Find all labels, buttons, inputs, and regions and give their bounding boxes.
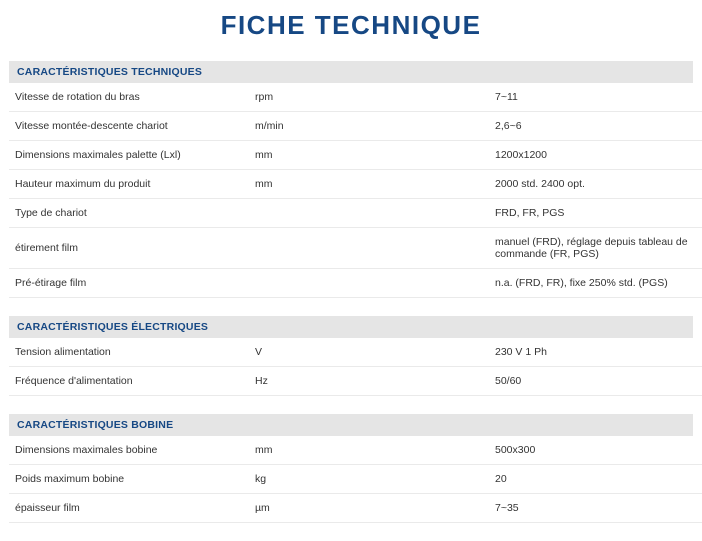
spec-value: manuel (FRD), réglage depuis tableau de … <box>489 228 702 269</box>
spec-label: Dimensions maximales bobine <box>9 436 249 465</box>
spec-value: 2000 std. 2400 opt. <box>489 170 702 199</box>
page-title: FICHE TECHNIQUE <box>0 10 702 41</box>
spec-value: FRD, FR, PGS <box>489 199 702 228</box>
spec-unit: rpm <box>249 83 489 112</box>
table-row: Hauteur maximum du produitmm2000 std. 24… <box>9 170 702 199</box>
sections-container: CARACTÉRISTIQUES TECHNIQUESVitesse de ro… <box>0 61 702 523</box>
table-row: Dimensions maximales palette (Lxl)mm1200… <box>9 141 702 170</box>
section-header: CARACTÉRISTIQUES TECHNIQUES <box>9 61 693 83</box>
section-header: CARACTÉRISTIQUES ÉLECTRIQUES <box>9 316 693 338</box>
table-row: Vitesse montée-descente chariotm/min2,6~… <box>9 112 702 141</box>
spec-unit: V <box>249 338 489 367</box>
table-row: Vitesse de rotation du brasrpm7~11 <box>9 83 702 112</box>
spec-value: n.a. (FRD, FR), fixe 250% std. (PGS) <box>489 269 702 298</box>
spec-table: Dimensions maximales bobinemm500x300Poid… <box>9 436 702 523</box>
spec-section: CARACTÉRISTIQUES ÉLECTRIQUESTension alim… <box>9 316 693 396</box>
spec-unit: mm <box>249 436 489 465</box>
spec-label: Fréquence d'alimentation <box>9 367 249 396</box>
spec-table: Tension alimentationV230 V 1 PhFréquence… <box>9 338 702 396</box>
spec-label: Tension alimentation <box>9 338 249 367</box>
spec-unit: µm <box>249 494 489 523</box>
spec-unit: m/min <box>249 112 489 141</box>
table-row: Type de chariot FRD, FR, PGS <box>9 199 702 228</box>
spec-unit <box>249 199 489 228</box>
spec-unit: Hz <box>249 367 489 396</box>
spec-unit <box>249 228 489 269</box>
spec-value: 7~11 <box>489 83 702 112</box>
table-row: Dimensions maximales bobinemm500x300 <box>9 436 702 465</box>
spec-label: Type de chariot <box>9 199 249 228</box>
spec-label: Hauteur maximum du produit <box>9 170 249 199</box>
table-row: étirement film manuel (FRD), réglage depu… <box>9 228 702 269</box>
spec-label: Vitesse de rotation du bras <box>9 83 249 112</box>
spec-label: Pré-étirage film <box>9 269 249 298</box>
spec-label: Vitesse montée-descente chariot <box>9 112 249 141</box>
spec-label: Dimensions maximales palette (Lxl) <box>9 141 249 170</box>
table-row: Poids maximum bobinekg20 <box>9 465 702 494</box>
spec-value: 500x300 <box>489 436 702 465</box>
spec-value: 50/60 <box>489 367 702 396</box>
spec-value: 2,6~6 <box>489 112 702 141</box>
spec-table: Vitesse de rotation du brasrpm7~11Vitess… <box>9 83 702 298</box>
table-row: Pré-étirage film n.a. (FRD, FR), fixe 250… <box>9 269 702 298</box>
spec-unit: kg <box>249 465 489 494</box>
spec-value: 20 <box>489 465 702 494</box>
section-header: CARACTÉRISTIQUES BOBINE <box>9 414 693 436</box>
spec-section: CARACTÉRISTIQUES BOBINEDimensions maxima… <box>9 414 693 523</box>
table-row: épaisseur filmµm7~35 <box>9 494 702 523</box>
spec-label: Poids maximum bobine <box>9 465 249 494</box>
table-row: Fréquence d'alimentationHz50/60 <box>9 367 702 396</box>
spec-unit: mm <box>249 170 489 199</box>
spec-unit: mm <box>249 141 489 170</box>
spec-label: étirement film <box>9 228 249 269</box>
spec-value: 230 V 1 Ph <box>489 338 702 367</box>
spec-value: 7~35 <box>489 494 702 523</box>
table-row: Tension alimentationV230 V 1 Ph <box>9 338 702 367</box>
spec-label: épaisseur film <box>9 494 249 523</box>
spec-value: 1200x1200 <box>489 141 702 170</box>
spec-unit <box>249 269 489 298</box>
spec-section: CARACTÉRISTIQUES TECHNIQUESVitesse de ro… <box>9 61 693 298</box>
